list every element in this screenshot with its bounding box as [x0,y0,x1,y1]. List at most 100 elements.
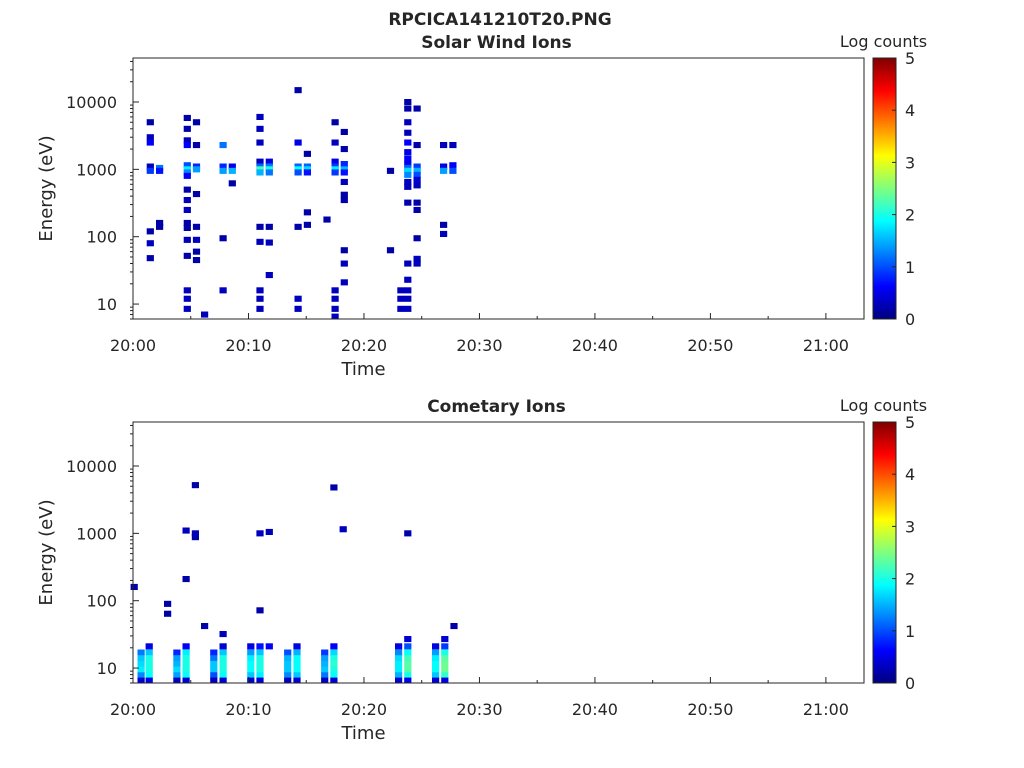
heatmap-cell [210,666,218,673]
heatmap-cell [146,134,154,141]
heatmap-cell [404,276,412,283]
heatmap-cell [413,105,421,112]
heatmap-cell [293,655,301,662]
heatmap-cell [256,113,264,120]
heatmap-cell [340,161,348,168]
heatmap-cell [256,530,264,537]
heatmap-cell [256,166,264,173]
heatmap-cell [303,166,311,173]
heatmap-cell [183,166,191,173]
heatmap-cell [219,672,227,679]
heatmap-cell [137,677,145,683]
heatmap-cell [256,169,264,176]
heatmap-cell [284,672,292,679]
x-tick-label: 20:20 [341,700,387,719]
panel-title: Cometary Ions [427,397,566,417]
panel-title: Solar Wind Ions [421,33,572,53]
heatmap-cells [130,482,458,683]
heatmap-cell [404,672,412,679]
heatmap-cell [395,677,403,683]
heatmap-cell [137,666,145,673]
heatmap-cell [397,287,405,294]
axes: 20:00 20:10 20:20 20:30 20:40 20:50 21:00 10 100… [66,424,849,719]
heatmap-cell [256,305,264,312]
heatmap-cell [173,666,181,673]
heatmap-cell [440,167,448,174]
heatmap-cell [247,649,255,656]
heatmap-cell [404,149,412,156]
heatmap-cell [330,649,338,656]
heatmap-cell [432,672,440,679]
heatmap-cell [404,129,412,136]
heatmap-cell [182,576,190,583]
heatmap-cell [441,643,449,650]
heatmap-cell [146,240,154,247]
heatmap-cell [340,260,348,267]
colorbar-tick-label: 3 [905,517,915,536]
heatmap-cell [404,677,412,683]
heatmap-cell [404,305,412,312]
heatmap-cell [201,623,209,630]
heatmap-cell [395,655,403,662]
y-axis-label: Energy (eV) [36,135,57,241]
heatmap-cell [219,142,227,149]
heatmap-cell [146,228,154,235]
heatmap-cell [219,287,227,294]
heatmap-cell [219,631,227,638]
heatmap-cell [201,311,209,318]
heatmap-cell [219,677,227,683]
heatmap-cell [404,155,412,162]
heatmap-cell [183,186,191,193]
heatmap-cell [256,643,264,650]
heatmap-cell [182,666,190,673]
heatmap-cell [284,660,292,667]
y-tick-label: 10000 [66,457,117,476]
heatmap-cell [256,677,264,683]
x-axis-label: Time [340,723,385,744]
heatmap-cell [303,221,311,228]
heatmap-cell [303,150,311,157]
heatmap-cell [182,649,190,656]
heatmap-cell [340,191,348,198]
heatmap-cell [183,114,191,121]
heatmap-cell [449,142,457,149]
colorbar-tick-label: 2 [905,570,915,589]
heatmap-cell [330,660,338,667]
heatmap-cell [284,666,292,673]
x-tick-label: 20:00 [110,700,156,719]
heatmap-cell [404,105,412,112]
cometary-ions-panel: Cometary Ions Log counts Time Energy (eV… [36,396,927,744]
heatmap-cell [145,677,153,683]
heatmap-cell [146,167,154,174]
heatmap-cell [256,238,264,245]
heatmap-cell [404,161,412,168]
heatmap-cell [182,660,190,667]
heatmap-cell [331,305,339,312]
heatmap-cell [183,224,191,231]
heatmap-cell [404,666,412,673]
x-axis-label: Time [340,359,385,380]
y-tick-label: 100 [86,228,117,247]
heatmap-cell [284,655,292,662]
heatmap-cell [210,655,218,662]
x-tick-label: 20:10 [225,336,271,355]
heatmap-cell [146,163,154,170]
heatmap-cell [331,287,339,294]
heatmap-cell [440,230,448,237]
colorbar-tick-label: 5 [905,413,915,432]
heatmap-cell [256,125,264,132]
heatmap-cell [192,119,201,126]
heatmap-cell [441,655,449,662]
heatmap-cell [330,484,338,491]
x-tick-label: 20:50 [687,700,733,719]
heatmap-cell [395,666,403,673]
heatmap-cell [321,672,329,679]
y-tick-label: 100 [86,592,117,611]
heatmap-cell [432,643,440,650]
heatmap-cell [256,158,264,165]
heatmap-cell [323,216,331,223]
heatmap-cell [210,660,218,667]
heatmap-cell [183,172,191,179]
heatmap-cell [432,649,440,656]
heatmap-cell [321,666,329,673]
